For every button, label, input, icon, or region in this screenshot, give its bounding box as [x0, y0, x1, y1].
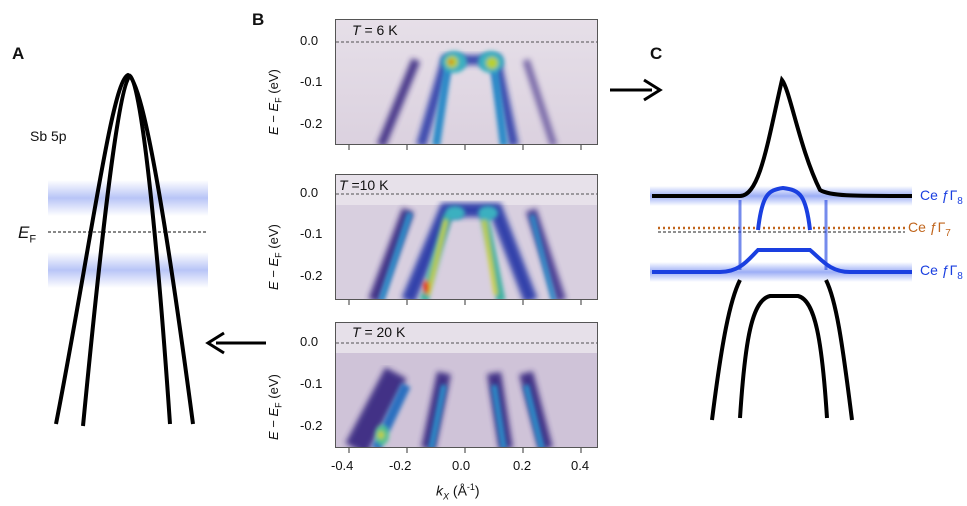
ce-gamma7-label: Ce ƒΓ7: [908, 219, 951, 239]
y-axis-label-20k: E − EF (eV): [266, 374, 284, 440]
x-tick: 0.2: [513, 458, 532, 473]
x-tick: -0.4: [331, 458, 354, 473]
panel-letter-b: B: [252, 10, 265, 29]
temp-label-6k: T = 6 K: [352, 22, 398, 38]
hybrid-band-outer-legs-left: [710, 279, 742, 421]
y-tick: -0.2: [300, 418, 323, 433]
y-axis-label-6k: E − EF (eV): [266, 69, 284, 135]
temp-label-10k: T =10 K: [339, 177, 389, 193]
y-tick: 0.0: [300, 33, 319, 48]
y-tick: -0.2: [300, 116, 323, 131]
x-tick: 0.4: [571, 458, 590, 473]
hybrid-band-inner-top: [756, 185, 812, 231]
temp-label-20k: T = 20 K: [352, 324, 406, 340]
arpes-map-20k: [335, 322, 598, 448]
y-tick: 0.0: [300, 334, 319, 349]
y-tick: 0.0: [300, 185, 319, 200]
y-tick: -0.1: [300, 226, 323, 241]
hybrid-band-inner-bottom: [738, 294, 829, 419]
x-tick: 0.0: [452, 458, 471, 473]
hybrid-band-outer-legs-right: [824, 279, 854, 421]
panel-letter-c: C: [650, 44, 663, 63]
f-level-lower-band: [48, 252, 208, 288]
f-level-upper-band: [48, 180, 208, 216]
arpes-map-10k: [335, 174, 598, 300]
ce-gamma8-upper-label: Ce ƒΓ8: [920, 187, 963, 207]
panel-letter-a: A: [12, 44, 25, 63]
ce-gamma8-lower-label: Ce ƒΓ8: [920, 262, 963, 282]
hybrid-band-outer-top: [652, 75, 913, 198]
arpes-map-6k: [335, 19, 598, 145]
y-tick: -0.1: [300, 376, 323, 391]
y-tick: -0.1: [300, 74, 323, 89]
sb-5p-label: Sb 5p: [30, 128, 67, 144]
x-tick: -0.2: [389, 458, 412, 473]
x-axis-label: kX (Å-1): [436, 482, 480, 502]
y-tick: -0.2: [300, 268, 323, 283]
f-gamma8-upper-glow: [650, 186, 912, 206]
hybrid-band-lower: [652, 248, 912, 274]
ef-label: EF: [18, 223, 37, 246]
sb-band-outer: [54, 72, 195, 425]
sb-band-inner: [81, 73, 172, 427]
f-gamma8-lower-glow: [650, 262, 912, 282]
y-axis-label-10k: E − EF (eV): [266, 224, 284, 290]
